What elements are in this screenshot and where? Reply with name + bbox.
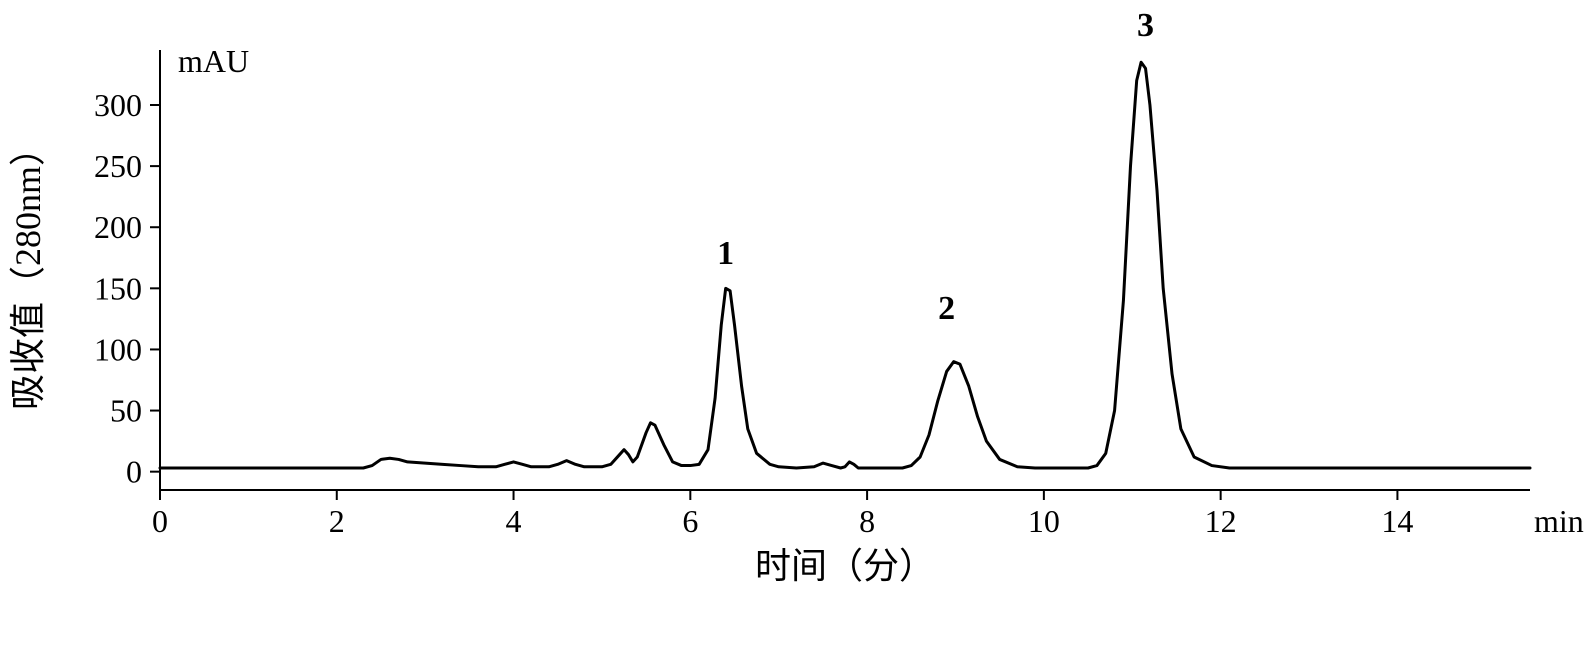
y-tick-label: 300 [94, 87, 142, 123]
y-unit-label: mAU [178, 43, 249, 79]
x-tick-label: 4 [506, 503, 522, 539]
y-tick-label: 150 [94, 270, 142, 306]
y-axis-label: 吸收值（280nm） [8, 130, 48, 410]
x-tick-label: 10 [1028, 503, 1060, 539]
peak-label-2: 2 [938, 290, 955, 327]
peak-label-3: 3 [1137, 7, 1154, 44]
chromatogram-chart: 05010015020025030002468101214mAUmin吸收值（2… [0, 0, 1596, 646]
x-tick-label: 0 [152, 503, 168, 539]
x-tick-label: 12 [1205, 503, 1237, 539]
y-tick-label: 200 [94, 209, 142, 245]
x-tick-label: 14 [1381, 503, 1413, 539]
y-tick-label: 100 [94, 331, 142, 367]
x-tick-label: 8 [859, 503, 875, 539]
chart-svg: 05010015020025030002468101214mAUmin吸收值（2… [0, 0, 1596, 646]
y-tick-label: 0 [126, 454, 142, 490]
chromatogram-trace [160, 62, 1530, 468]
x-unit-label: min [1534, 503, 1584, 539]
x-tick-label: 2 [329, 503, 345, 539]
y-tick-label: 250 [94, 148, 142, 184]
y-tick-label: 50 [110, 393, 142, 429]
x-axis-label: 时间（分） [755, 546, 935, 586]
x-tick-label: 6 [682, 503, 698, 539]
peak-label-1: 1 [717, 235, 734, 272]
